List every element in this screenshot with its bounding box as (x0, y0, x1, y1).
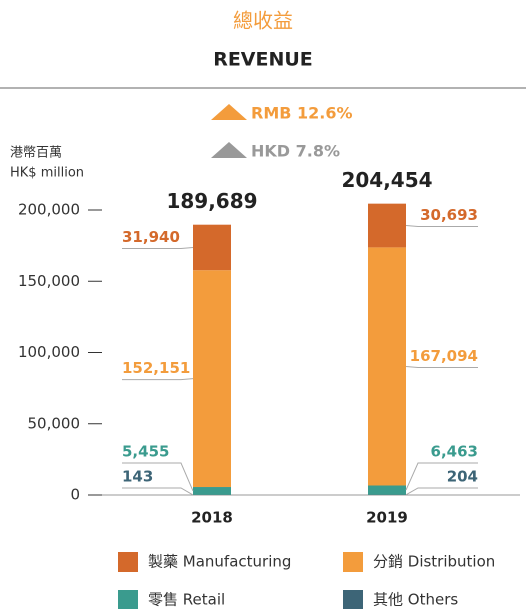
x-tick-label: 2019 (366, 509, 408, 527)
x-tick-label: 2018 (191, 509, 233, 527)
y-tick-label: 150,000 (18, 272, 80, 290)
y-tick-label: 0 (70, 486, 80, 504)
y-axis-label: 港幣百萬 (10, 146, 62, 161)
leader-line (405, 225, 478, 228)
bar-segment (368, 247, 406, 486)
y-axis-label: HK$ million (10, 166, 84, 181)
leader-line (405, 462, 478, 491)
y-tick-label: 200,000 (18, 201, 80, 219)
leader-line (405, 487, 478, 496)
legend-swatch (118, 552, 138, 572)
total-label: 204,454 (341, 168, 432, 192)
leader-line (122, 462, 194, 492)
chart-subtitle: REVENUE (213, 49, 313, 71)
value-label: 30,693 (420, 206, 478, 224)
legend-swatch (118, 590, 138, 609)
legend-label: 製藥 Manufacturing (148, 553, 291, 571)
bar-segment (368, 203, 406, 248)
leader-line (122, 246, 194, 249)
chart-title: 總收益 (233, 9, 293, 33)
legend-label: 分銷 Distribution (373, 553, 495, 571)
legend-label: 其他 Others (373, 591, 458, 609)
value-label: 152,151 (122, 359, 190, 377)
y-tick-label: 50,000 (28, 414, 81, 432)
leader-line (122, 487, 194, 496)
annotation: RMB 12.6% (251, 104, 353, 123)
bar-segment (193, 487, 231, 495)
y-tick-label: 100,000 (18, 343, 80, 361)
up-arrow (211, 142, 247, 158)
annotation: HKD 7.8% (251, 142, 340, 161)
bar-segment (193, 224, 231, 271)
legend-swatch (343, 552, 363, 572)
leader-line (405, 365, 478, 368)
up-arrow (211, 104, 247, 120)
value-label: 5,455 (122, 443, 169, 461)
value-label: 31,940 (122, 228, 180, 246)
value-label: 6,463 (431, 443, 478, 461)
value-label: 167,094 (410, 347, 478, 365)
value-label: 143 (122, 468, 153, 486)
value-label: 204 (447, 468, 478, 486)
bar-segment (193, 270, 231, 488)
legend-label: 零售 Retail (148, 591, 225, 609)
legend-swatch (343, 590, 363, 609)
leader-line (122, 378, 194, 381)
bar-segment (368, 485, 406, 495)
total-label: 189,689 (166, 189, 257, 213)
